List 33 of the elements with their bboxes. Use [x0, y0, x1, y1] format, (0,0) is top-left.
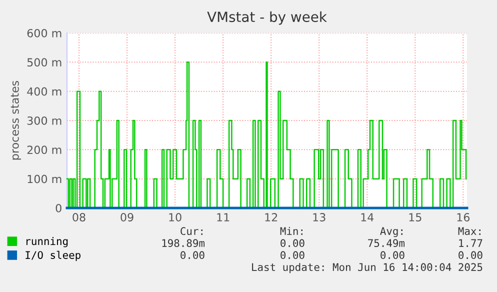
text: Last update: Mon Jun 16 14:00:04 2025 — [252, 262, 482, 274]
x-tick-label: 15 — [409, 213, 422, 222]
text: 0.00 — [458, 251, 482, 260]
text: Cur: — [180, 227, 202, 236]
text: 198.89m — [162, 239, 205, 248]
x-tick-label: 11 — [217, 213, 230, 222]
y-tick-label: 500 m — [27, 58, 62, 67]
y-tick-label: 0 — [56, 204, 62, 212]
y-axis-title: process states — [10, 80, 22, 160]
x-tick-label: 08 — [72, 213, 86, 222]
x-tick-label: 16 — [457, 213, 470, 222]
text: 0.00 — [280, 239, 304, 248]
text: Max: — [458, 227, 480, 236]
x-tick-label: 10 — [169, 213, 182, 222]
x-tick-label: 14 — [361, 213, 374, 222]
text: 0.00 — [380, 251, 404, 260]
y-tick-label: 400 m — [27, 87, 62, 96]
chart-title: VMstat - by week — [207, 11, 327, 25]
legend-label: running — [26, 237, 68, 248]
text: Avg: — [380, 227, 402, 238]
text: 1.77 — [459, 239, 482, 247]
y-tick-label: 100 m — [28, 174, 62, 184]
y-tick-label: 200 m — [27, 146, 62, 154]
x-tick-label: 13 — [313, 213, 326, 222]
text: 0.00 — [280, 251, 304, 260]
text: 75.49m — [368, 239, 405, 248]
legend-label: I/O sleep — [26, 250, 80, 261]
y-tick-label: 300 m — [27, 116, 62, 125]
text: Min: — [280, 226, 302, 235]
y-tick-label: 600 m — [27, 28, 62, 38]
x-tick-label: 09 — [120, 213, 134, 222]
x-tick-label: 12 — [265, 213, 278, 222]
text: 0.00 — [180, 251, 204, 260]
